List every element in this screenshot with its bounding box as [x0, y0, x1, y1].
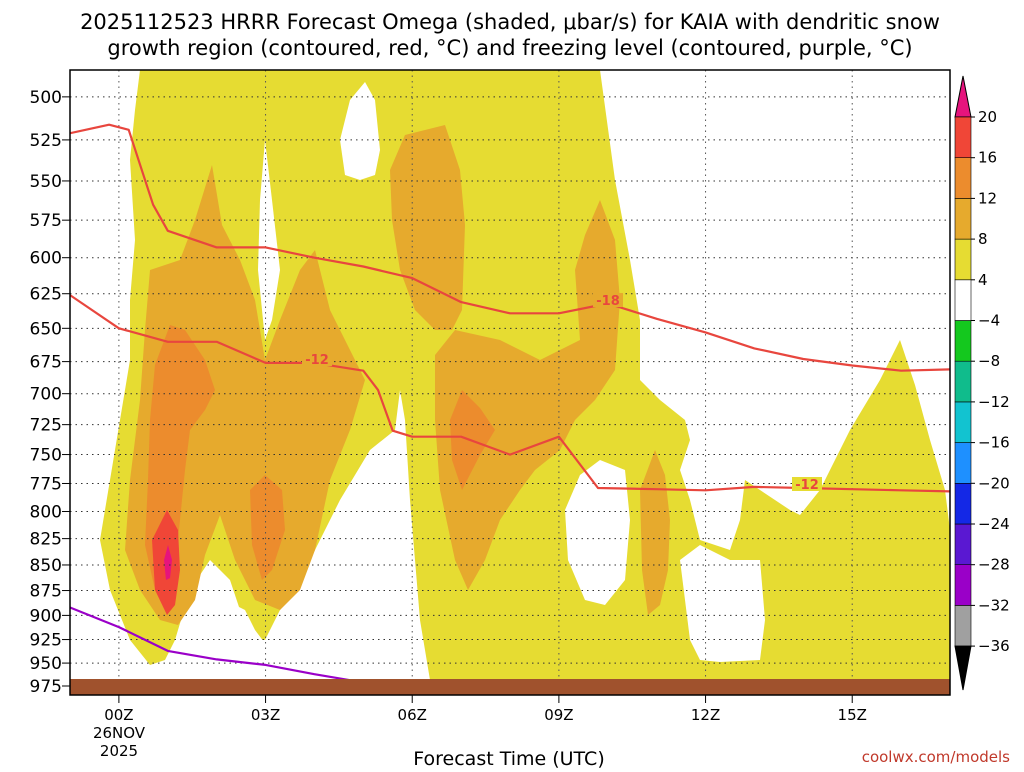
y-tick-label: 575	[30, 211, 62, 231]
growth-region-lower-contour	[70, 294, 950, 493]
omega-fill-8-12-mid	[435, 200, 620, 590]
y-tick-label: 550	[30, 172, 62, 192]
y-tick-label: 525	[30, 131, 62, 151]
omega-hole-narrow	[258, 140, 280, 340]
x-axis-label: Forecast Time (UTC)	[413, 748, 604, 768]
x-tick-label: 12Z	[691, 706, 720, 724]
y-axis-ticks: 500 525 550 575 600 625 650 675 700 725 750 775 800 8…	[30, 88, 70, 697]
colorbar-tick-label: −20	[978, 474, 1010, 492]
y-tick-label: 800	[30, 502, 62, 522]
colorbar-tick-label: 4	[978, 271, 988, 289]
colorbar-tick-label: 16	[978, 149, 997, 167]
x-tick-label: 03Z	[251, 706, 280, 724]
colorbar-segment	[954, 320, 972, 362]
contour-label-minus18: -18	[596, 294, 620, 309]
y-tick-label: 750	[30, 446, 62, 466]
y-tick-label: 725	[30, 416, 62, 436]
y-tick-label: 850	[30, 556, 62, 576]
colorbar-segment	[954, 116, 972, 159]
y-tick-label: 775	[30, 474, 62, 494]
x-tick-label: 06Z	[398, 706, 427, 724]
colorbar-tick-label: −36	[978, 637, 1010, 655]
omega-hole-bottom-left	[190, 600, 270, 660]
colorbar-tick-label: −8	[978, 352, 1000, 370]
contour-label-bg	[593, 293, 623, 307]
chart-title-line2: growth region (contoured, red, °C) and f…	[107, 36, 912, 60]
omega-fill-over-20	[164, 545, 172, 580]
credit-text: coolwx.com/models	[862, 748, 1010, 766]
colorbar-tick-label: −32	[978, 596, 1010, 614]
colorbar-segment	[954, 564, 972, 606]
omega-fill-12-16-b	[250, 475, 285, 580]
x-tick-label: 00Z	[104, 706, 133, 724]
ground-surface-band	[70, 679, 950, 695]
colorbar: −36 −32 −28 −24 −20 −16 −12 −8 −4 4 8 12 16 20	[954, 75, 1010, 691]
colorbar-top-arrow	[954, 75, 972, 118]
y-tick-label: 975	[30, 677, 62, 697]
colorbar-segment	[954, 198, 972, 240]
plot-frame	[69, 69, 951, 696]
colorbar-segment	[954, 482, 972, 525]
colorbar-segment	[954, 238, 972, 281]
colorbar-tick-label: −28	[978, 556, 1010, 574]
x-axis-ticks: 00Z 03Z 06Z 09Z 12Z 15Z	[104, 695, 867, 724]
colorbar-tick-label: −24	[978, 515, 1010, 533]
y-tick-label: 500	[30, 88, 62, 108]
x-date-day: 26NOV	[93, 724, 146, 742]
y-tick-label: 900	[30, 606, 62, 626]
y-tick-label: 675	[30, 353, 62, 373]
colorbar-tick-label: 20	[978, 108, 997, 126]
y-tick-label: 625	[30, 285, 62, 305]
y-tick-label: 600	[30, 249, 62, 269]
colorbar-bottom-arrow	[954, 645, 972, 691]
omega-fill-8-12-center	[390, 125, 465, 330]
colorbar-segment	[954, 605, 972, 647]
colorbar-segment	[954, 279, 972, 321]
colorbar-segment	[954, 523, 972, 566]
colorbar-segment	[954, 442, 972, 484]
colorbar-tick-label: 12	[978, 189, 997, 207]
y-tick-label: 700	[30, 385, 62, 405]
y-tick-label: 925	[30, 631, 62, 651]
contour-label-minus12-right: -12	[795, 478, 819, 493]
y-tick-label: 875	[30, 582, 62, 602]
colorbar-tick-label: −12	[978, 393, 1010, 411]
x-date-year: 2025	[100, 742, 138, 760]
growth-region-upper-contour	[70, 123, 950, 372]
y-tick-label: 650	[30, 319, 62, 339]
omega-hole-mid	[565, 460, 630, 605]
omega-fill-8-12	[125, 165, 365, 625]
contour-label-bg	[302, 352, 332, 366]
colorbar-segment	[954, 401, 972, 443]
x-tick-label: 15Z	[838, 706, 867, 724]
x-tick-label: 09Z	[544, 706, 573, 724]
y-tick-label: 950	[30, 654, 62, 674]
colorbar-tick-label: 8	[978, 230, 988, 248]
omega-fill-8-12-right	[640, 450, 670, 615]
omega-hole-lower-right	[680, 545, 765, 662]
chart-title-line1: 2025112523 HRRR Forecast Omega (shaded, …	[80, 10, 940, 34]
y-tick-label: 825	[30, 530, 62, 550]
contour-label-minus12-left: -12	[305, 353, 329, 368]
omega-hole-upper-left	[340, 82, 380, 180]
contour-label-bg	[792, 477, 822, 491]
contour-labels: -18 -12 -12	[302, 293, 822, 493]
colorbar-tick-label: −4	[978, 312, 1000, 330]
colorbar-segment	[954, 360, 972, 403]
colorbar-segment	[954, 157, 972, 199]
colorbar-tick-label: −16	[978, 434, 1010, 452]
